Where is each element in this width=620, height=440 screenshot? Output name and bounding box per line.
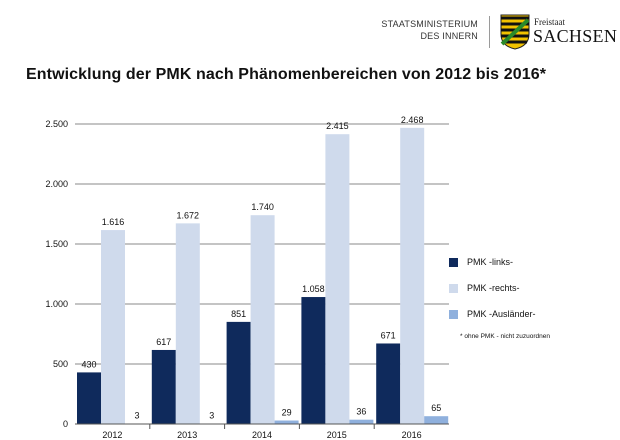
data-label: 2.415 bbox=[326, 121, 349, 131]
x-tick-label: 2015 bbox=[327, 430, 347, 440]
chart-footnote: * ohne PMK - nicht zuzuordnen bbox=[460, 333, 550, 340]
ministry-line-2: DES INNERN bbox=[420, 31, 478, 41]
bar bbox=[325, 134, 350, 424]
data-label: 36 bbox=[356, 407, 366, 417]
legend-label-links: PMK -links- bbox=[467, 257, 514, 267]
x-tick-label: 2012 bbox=[102, 430, 122, 440]
data-label: 430 bbox=[81, 359, 96, 369]
bar bbox=[400, 127, 425, 424]
legend-swatch-auslaender bbox=[449, 310, 458, 319]
bar bbox=[274, 420, 299, 424]
data-label: 1.616 bbox=[102, 217, 125, 227]
data-label: 1.672 bbox=[177, 210, 200, 220]
header: STAATSMINISTERIUM DES INNERN Freistaat S… bbox=[0, 0, 620, 60]
y-tick-label: 2.000 bbox=[45, 179, 68, 189]
data-label: 1.058 bbox=[302, 284, 325, 294]
data-label: 1.740 bbox=[251, 202, 274, 212]
y-tick-label: 2.500 bbox=[45, 119, 68, 129]
chart-title: Entwicklung der PMK nach Phänomenbereich… bbox=[26, 66, 547, 83]
legend-label-rechts: PMK -rechts- bbox=[467, 283, 520, 293]
bar bbox=[175, 223, 200, 424]
bar bbox=[349, 419, 374, 424]
x-tick-label: 2014 bbox=[252, 430, 272, 440]
freistaat-label: Freistaat bbox=[534, 17, 565, 27]
bar bbox=[151, 349, 176, 424]
y-tick-label: 500 bbox=[53, 359, 68, 369]
legend-label-auslaender: PMK -Ausländer- bbox=[467, 309, 536, 319]
bar bbox=[301, 297, 326, 424]
data-label: 617 bbox=[156, 337, 171, 347]
ministry-line-1: STAATSMINISTERIUM bbox=[381, 19, 478, 29]
bar bbox=[424, 416, 449, 424]
x-tick-label: 2016 bbox=[402, 430, 422, 440]
sachsen-wordmark: SACHSEN bbox=[533, 26, 618, 46]
data-label: 29 bbox=[282, 408, 292, 418]
bar bbox=[101, 230, 125, 424]
data-label: 2.468 bbox=[401, 115, 424, 125]
header-divider bbox=[489, 16, 490, 48]
bar bbox=[250, 215, 275, 424]
data-label: 3 bbox=[209, 411, 214, 421]
y-tick-label: 0 bbox=[63, 419, 68, 429]
legend-swatch-rechts bbox=[449, 284, 458, 293]
legend-swatch-links bbox=[449, 258, 458, 267]
data-label: 65 bbox=[431, 403, 441, 413]
y-tick-label: 1.500 bbox=[45, 239, 68, 249]
bar bbox=[226, 321, 251, 424]
bar bbox=[77, 372, 101, 424]
ministry-name: STAATSMINISTERIUM DES INNERN bbox=[381, 18, 478, 42]
data-label: 671 bbox=[381, 330, 396, 340]
saxony-coat-of-arms-icon bbox=[500, 14, 530, 50]
data-label: 851 bbox=[231, 309, 246, 319]
x-tick-label: 2013 bbox=[177, 430, 197, 440]
data-label: 3 bbox=[134, 411, 139, 421]
bar bbox=[376, 343, 401, 424]
y-tick-label: 1.000 bbox=[45, 299, 68, 309]
